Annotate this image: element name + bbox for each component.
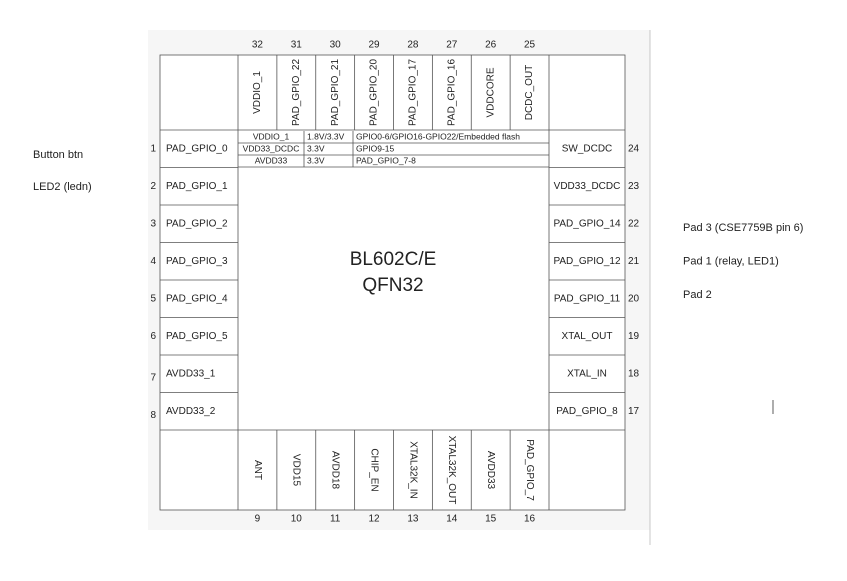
pin-label: PAD_GPIO_0	[166, 143, 228, 154]
power-cell: 3.3V	[307, 143, 325, 153]
pin-number: 25	[524, 40, 536, 51]
pin-number: 14	[446, 514, 458, 525]
power-cell: GPIO9-15	[356, 143, 395, 153]
pin-number: 3	[150, 218, 156, 229]
pin-label: AVDD33_2	[166, 406, 216, 417]
pin-number: 4	[150, 256, 156, 267]
pin-label: XTAL_OUT	[562, 331, 613, 342]
pin-label: SW_DCDC	[562, 143, 613, 154]
pin-number: 11	[330, 514, 341, 525]
pin-label: ANT	[252, 460, 263, 480]
pin-number: 26	[485, 40, 497, 51]
pin-label: VDD33_DCDC	[554, 181, 621, 192]
pin-label: PAD_GPIO_20	[369, 59, 380, 127]
pin-label: XTAL32K_OUT	[446, 436, 457, 505]
pin-label: AVDD18	[330, 451, 341, 490]
pin-number: 31	[291, 40, 303, 51]
pin-number: 30	[330, 40, 342, 51]
pin-number: 22	[628, 218, 640, 229]
pin-number: 17	[628, 406, 640, 417]
pin-number: 10	[291, 514, 303, 525]
chip-outline	[159, 54, 626, 511]
pin-number: 18	[628, 368, 640, 379]
pin-number: 32	[252, 40, 264, 51]
pin-label: PAD_GPIO_17	[408, 59, 419, 127]
pin-number: 12	[369, 514, 381, 525]
pin-label: XTAL32K_IN	[407, 441, 418, 499]
pin-label: DCDC_OUT	[524, 65, 535, 121]
pin-number: 6	[150, 331, 156, 342]
chip-name: BL602C/E	[350, 249, 437, 270]
pin-label: PAD_GPIO_12	[553, 256, 621, 267]
note: LED2 (ledn)	[33, 181, 92, 193]
pin-number: 13	[407, 514, 419, 525]
pin-number: 15	[485, 514, 497, 525]
power-cell: GPIO0-6/GPIO16-GPIO22/Embedded flash	[356, 131, 520, 141]
pin-label: AVDD33_1	[166, 368, 216, 379]
pin-label: PAD_GPIO_21	[330, 59, 341, 127]
power-cell: PAD_GPIO_7-8	[356, 155, 416, 165]
pin-label: XTAL_IN	[567, 368, 607, 379]
pin-label: PAD_GPIO_8	[556, 406, 618, 417]
pin-number: 19	[628, 331, 640, 342]
chip-package: QFN32	[362, 275, 423, 296]
pin-label: VDDCORE	[485, 67, 496, 117]
power-cell: VDDIO_1	[253, 131, 290, 141]
pin-number: 9	[255, 514, 261, 525]
pin-label: PAD_GPIO_7	[524, 439, 535, 501]
pin-number: 20	[628, 293, 640, 304]
power-cell: 3.3V	[307, 155, 325, 165]
pin-number: 27	[446, 40, 458, 51]
pin-number: 28	[407, 40, 419, 51]
pin-number: 1	[150, 143, 156, 154]
pin-label: VDDIO_1	[252, 71, 263, 114]
note: Pad 2	[683, 289, 712, 301]
note: Pad 1 (relay, LED1)	[683, 255, 779, 267]
pin-label: PAD_GPIO_14	[553, 218, 621, 229]
pin-label: VDD15	[291, 454, 302, 487]
pin-label: AVDD33	[485, 451, 496, 490]
pin-number: 8	[150, 410, 156, 421]
pin-label: PAD_GPIO_22	[291, 59, 302, 127]
power-cell: VDD33_DCDC	[243, 143, 300, 153]
pin-number: 21	[628, 256, 640, 267]
pin-label: PAD_GPIO_4	[166, 293, 228, 304]
pin-label: CHIP_EN	[368, 448, 379, 491]
pin-number: 24	[628, 143, 640, 154]
pin-label: PAD_GPIO_16	[446, 59, 457, 127]
pin-label: PAD_GPIO_3	[166, 256, 228, 267]
pin-label: PAD_GPIO_5	[166, 331, 228, 342]
pin-number: 16	[524, 514, 536, 525]
note: Button btn	[33, 149, 83, 161]
pin-number: 5	[150, 293, 156, 304]
pin-label: PAD_GPIO_2	[166, 218, 228, 229]
pin-label: PAD_GPIO_1	[166, 181, 228, 192]
note: Pad 3 (CSE7759B pin 6)	[683, 222, 803, 234]
pin-number: 7	[150, 372, 156, 383]
pin-number: 29	[369, 40, 381, 51]
power-cell: 1.8V/3.3V	[307, 131, 345, 141]
pin-number: 2	[150, 181, 156, 192]
pin-label: PAD_GPIO_11	[554, 293, 621, 304]
pin-number: 23	[628, 181, 640, 192]
power-cell: AVDD33	[255, 155, 288, 165]
